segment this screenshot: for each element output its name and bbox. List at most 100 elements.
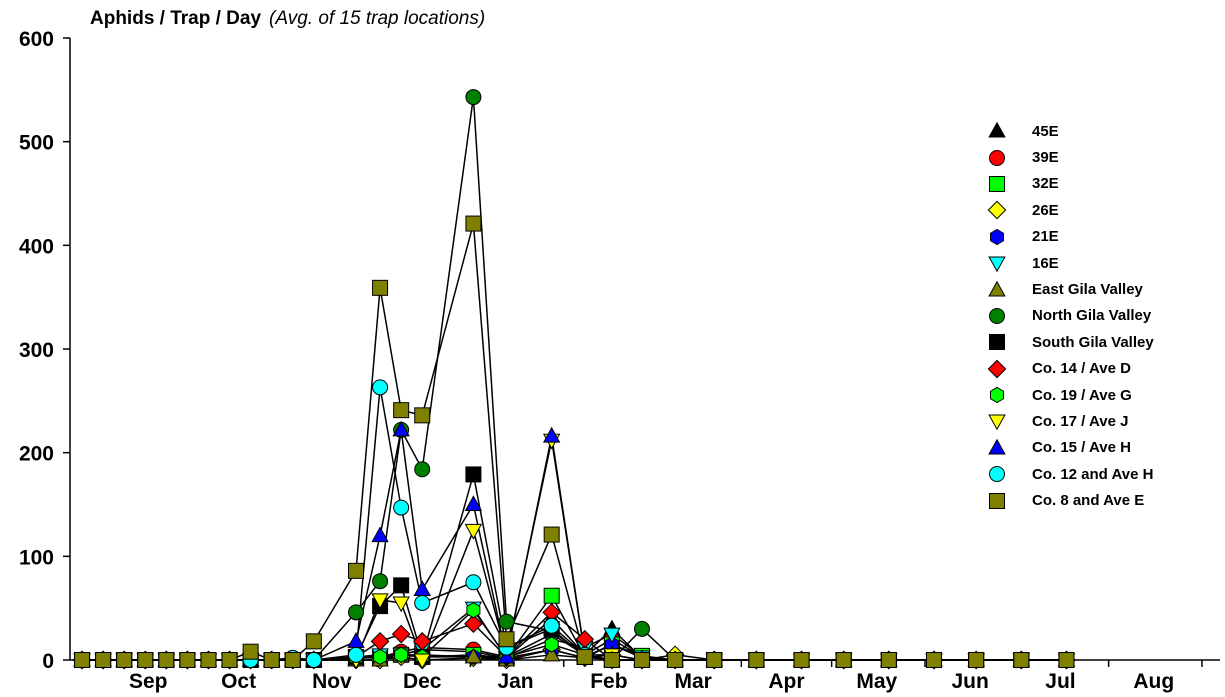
data-point (305, 652, 322, 668)
chart-title: Aphids / Trap / Day (90, 8, 262, 29)
data-point (372, 279, 389, 296)
data-point (497, 647, 516, 664)
data-point (347, 562, 364, 579)
legend-swatch (989, 149, 1005, 166)
data-point (633, 652, 650, 668)
x-tick-label: Jan (497, 670, 533, 693)
legend-marker (988, 414, 1006, 431)
data-point (543, 587, 560, 604)
data-point (137, 652, 154, 668)
legend-item: East Gila Valley (980, 276, 1154, 302)
data-point (926, 652, 943, 668)
legend-label: Co. 17 / Ave J (1032, 412, 1129, 430)
legend-label: North Gila Valley (1032, 307, 1152, 325)
series-markers (72, 89, 1076, 670)
legend-swatch (988, 438, 1006, 455)
data-point (393, 499, 410, 516)
data-point (347, 632, 365, 648)
series-line (82, 474, 1067, 661)
legend-marker (988, 438, 1006, 455)
legend-swatch (989, 334, 1005, 351)
legend-marker (989, 307, 1005, 324)
legend-item: Co. 17 / Ave J (980, 408, 1154, 434)
data-point (200, 652, 217, 668)
data-point (95, 652, 112, 668)
data-point (284, 652, 301, 668)
data-point (464, 614, 483, 634)
legend-item: 26E (980, 197, 1154, 223)
data-point (603, 627, 621, 644)
data-point (158, 652, 175, 668)
data-point (414, 461, 431, 478)
data-point (465, 466, 482, 483)
legend-item: 32E (980, 171, 1154, 197)
legend-swatch (990, 387, 1004, 404)
data-point (465, 215, 482, 232)
legend-marker (988, 280, 1006, 297)
x-tick-label: Aug (1133, 670, 1174, 693)
legend-item: Co. 8 and Ave E (980, 487, 1154, 513)
legend-swatch (987, 201, 1007, 220)
legend-label: Co. 15 / Ave H (1032, 439, 1131, 457)
data-point (414, 594, 431, 611)
legend-label: Co. 12 and Ave H (1032, 465, 1154, 483)
data-point (498, 631, 515, 648)
data-point (464, 495, 483, 511)
data-point (371, 593, 389, 610)
legend-swatch (988, 280, 1006, 297)
legend-swatch (990, 228, 1004, 245)
legend-marker (988, 256, 1006, 273)
data-point (392, 596, 410, 613)
data-point (74, 652, 91, 668)
legend-item: Co. 15 / Ave H (980, 435, 1154, 461)
y-tick-label: 300 (19, 339, 54, 362)
series-marker-group (73, 433, 1076, 670)
data-point (542, 426, 561, 443)
legend-label: 16E (1032, 254, 1059, 272)
data-point (372, 379, 389, 396)
data-point (242, 643, 259, 660)
data-point (544, 636, 559, 653)
x-tick-label: May (856, 670, 897, 693)
legend-swatch (988, 121, 1006, 138)
series-lines (82, 96, 1067, 663)
legend-marker (988, 121, 1006, 138)
legend-swatch (989, 492, 1005, 509)
legend-item: 45E (980, 118, 1154, 144)
x-tick-label: Sep (129, 670, 168, 693)
legend-marker (989, 492, 1005, 509)
legend-item: 21E (980, 224, 1154, 250)
legend-item: 39E (980, 144, 1154, 170)
series-line (82, 223, 1067, 661)
data-point (498, 613, 515, 630)
legend-label: East Gila Valley (1032, 281, 1143, 299)
data-point (392, 420, 410, 437)
data-point (543, 526, 560, 543)
data-point (413, 653, 431, 670)
chart-subtitle: (Avg. of 15 trap locations) (269, 8, 486, 29)
x-tick-label: Apr (768, 670, 804, 693)
data-point (706, 652, 723, 668)
legend-marker (987, 201, 1007, 220)
x-tick-label: Dec (403, 670, 442, 693)
data-point (393, 577, 410, 594)
legend-marker (987, 359, 1007, 379)
data-point (372, 573, 389, 590)
data-point (413, 580, 431, 597)
legend-label: 21E (1032, 228, 1059, 246)
data-point (576, 648, 593, 665)
data-point (373, 648, 388, 665)
series-line (82, 96, 1067, 661)
y-tick-label: 500 (19, 132, 54, 155)
legend-swatch (989, 175, 1005, 192)
x-tick-label: Nov (312, 670, 352, 693)
legend-label: 45E (1032, 122, 1059, 140)
data-point (633, 620, 650, 637)
legend-item: North Gila Valley (980, 303, 1154, 329)
y-tick-label: 100 (19, 546, 54, 569)
series-line (82, 440, 1067, 663)
legend-swatch (989, 307, 1005, 324)
legend-swatch (989, 466, 1005, 483)
data-point (263, 652, 280, 668)
data-point (667, 652, 684, 668)
